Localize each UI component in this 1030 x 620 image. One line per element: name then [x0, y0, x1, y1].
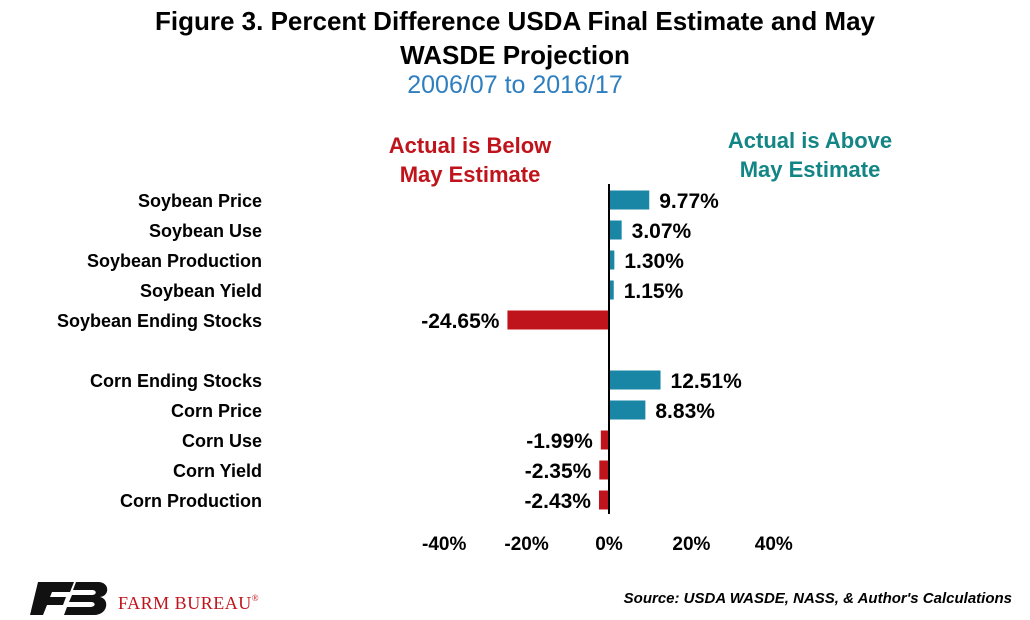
- data-label: -2.43%: [524, 490, 591, 513]
- below-annotation-line1: Actual is Below: [388, 133, 552, 158]
- bar: [609, 250, 615, 270]
- category-label: Corn Production: [120, 491, 262, 511]
- bar: [507, 310, 609, 330]
- bar: [609, 370, 661, 390]
- farm-bureau-logo-text: FARM BUREAU®: [118, 593, 259, 614]
- registered-mark: ®: [251, 593, 260, 603]
- x-tick-label: 20%: [672, 534, 710, 555]
- x-tick-label: 40%: [755, 534, 793, 555]
- data-label: 1.30%: [624, 250, 684, 273]
- chart-title-line2: WASDE Projection: [400, 40, 630, 70]
- data-label: -24.65%: [421, 310, 500, 333]
- category-label: Soybean Ending Stocks: [57, 311, 262, 331]
- above-estimate-annotation: Actual is Above May Estimate: [700, 126, 920, 184]
- chart-subtitle: 2006/07 to 2016/17: [407, 71, 623, 99]
- bar: [609, 220, 622, 240]
- above-annotation-line1: Actual is Above: [727, 128, 893, 153]
- category-label: Soybean Price: [138, 191, 262, 211]
- x-tick-label: -20%: [504, 534, 548, 555]
- above-annotation-line2: May Estimate: [739, 157, 881, 182]
- farm-bureau-logo: FARM BUREAU®: [30, 578, 270, 618]
- logo-wordmark: FARM BUREAU: [118, 593, 252, 613]
- bar: [600, 430, 609, 450]
- bar: [599, 460, 609, 480]
- data-label: 12.51%: [671, 370, 743, 393]
- x-tick-label: -40%: [422, 534, 466, 555]
- farm-bureau-logo-icon: [30, 582, 108, 615]
- x-tick-label: 0%: [595, 534, 623, 555]
- category-label: Corn Yield: [173, 461, 262, 481]
- data-label: 8.83%: [655, 400, 715, 423]
- data-label: -1.99%: [526, 430, 593, 453]
- bar: [598, 490, 609, 510]
- bar: [609, 190, 650, 210]
- category-label: Soybean Yield: [140, 281, 262, 301]
- category-label: Corn Price: [171, 401, 262, 421]
- source-note: Source: USDA WASDE, NASS, & Author's Cal…: [623, 590, 1012, 607]
- chart-title: Figure 3. Percent Difference USDA Final …: [0, 4, 1030, 72]
- category-label: Soybean Production: [87, 251, 262, 271]
- category-label: Corn Use: [182, 431, 262, 451]
- below-estimate-annotation: Actual is Below May Estimate: [360, 131, 580, 189]
- bar: [609, 280, 614, 300]
- category-label: Corn Ending Stocks: [90, 371, 262, 391]
- category-label: Soybean Use: [149, 221, 262, 241]
- bar: [609, 400, 646, 420]
- below-annotation-line2: May Estimate: [399, 162, 541, 187]
- data-label: -2.35%: [525, 460, 592, 483]
- chart-title-line1: Figure 3. Percent Difference USDA Final …: [154, 6, 875, 36]
- data-label: 3.07%: [632, 220, 692, 243]
- data-label: 1.15%: [624, 280, 684, 303]
- data-label: 9.77%: [659, 190, 719, 213]
